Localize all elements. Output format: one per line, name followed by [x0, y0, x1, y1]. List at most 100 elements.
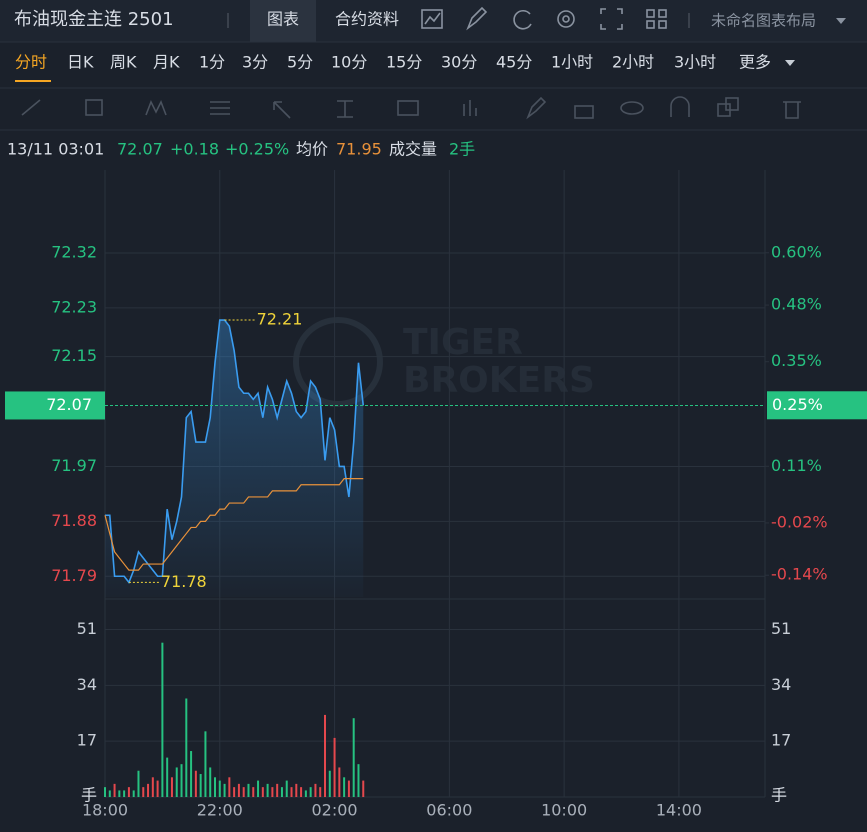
volume-bar: [338, 767, 341, 797]
header-icons[interactable]: [421, 6, 667, 31]
volume-bar: [142, 787, 145, 797]
volume-bar: [266, 783, 269, 797]
period-tab[interactable]: 日K: [67, 53, 94, 72]
icon[interactable]: [513, 9, 532, 30]
volume-bar: [185, 698, 188, 797]
period-underline: [15, 80, 51, 82]
tab[interactable]: 图表: [267, 10, 299, 29]
annotation-label: 71.78: [161, 572, 207, 591]
quote-change: +0.18: [170, 140, 219, 159]
dropdown-arrow[interactable]: [785, 60, 795, 66]
period-tab[interactable]: 45分: [496, 53, 532, 72]
icon[interactable]: [658, 9, 667, 18]
volume-bar: [175, 767, 178, 797]
volume-bar: [104, 787, 106, 797]
volume-bar: [194, 770, 197, 797]
tool-icon[interactable]: [783, 101, 801, 119]
period-tab[interactable]: 15分: [386, 53, 422, 72]
period-tab[interactable]: 分时: [15, 53, 47, 72]
y2-tick-label: 0.48%: [771, 295, 822, 314]
volume-bar: [228, 777, 231, 797]
avg-value: 71.95: [336, 140, 382, 159]
y-tick-label: 72.23: [51, 297, 97, 316]
current-pct-label: 0.25%: [772, 395, 823, 414]
tool-icon[interactable]: [574, 105, 594, 119]
volume-tick-label: 17: [771, 731, 791, 750]
x-tick-label: 22:00: [197, 801, 243, 820]
tool-icon[interactable]: [463, 100, 477, 116]
title: 布油现金主连 2501: [14, 9, 174, 30]
tool-icon[interactable]: [397, 100, 419, 116]
volume-bar: [261, 787, 264, 797]
volume-unit: 手: [771, 786, 787, 805]
y2-tick-label: -0.02%: [771, 512, 828, 531]
dropdown-arrow[interactable]: [836, 18, 846, 24]
tool-icon[interactable]: [210, 101, 230, 115]
volume-bar: [285, 780, 288, 797]
tool-icon[interactable]: [145, 100, 167, 116]
icon[interactable]: [600, 8, 623, 30]
volume-bar: [199, 774, 202, 797]
volume-bar: [280, 787, 283, 797]
volume-bar: [343, 777, 346, 797]
volume-label: 成交量: [389, 140, 437, 159]
icon[interactable]: [466, 6, 488, 31]
more-button[interactable]: 更多: [739, 53, 771, 72]
y-tick-label: 71.79: [51, 566, 97, 585]
drawing-toolbar: [21, 96, 801, 120]
volume-bar: [137, 770, 140, 797]
tab[interactable]: 合约资料: [335, 10, 399, 29]
x-tick-label: 02:00: [312, 801, 358, 820]
period-bar: 分时 日K 周K 月K 1分 3分 5分 10分 15分 30分 45分 1小时 2小时 3小时 更多: [15, 53, 771, 82]
tool-icon[interactable]: [337, 100, 353, 118]
tool-icon[interactable]: [21, 99, 41, 116]
tool-icon[interactable]: [526, 96, 547, 120]
period-tab[interactable]: 10分: [331, 53, 367, 72]
period-tab[interactable]: 周K: [110, 53, 137, 72]
icon[interactable]: [562, 15, 570, 23]
volume-bar: [237, 783, 240, 797]
volume-bar: [295, 783, 298, 797]
icon[interactable]: [557, 10, 575, 28]
tool-icon[interactable]: [620, 101, 644, 115]
y-tick-label: 72.32: [51, 242, 97, 261]
volume-bar: [276, 783, 279, 797]
period-tab[interactable]: 2小时: [612, 53, 654, 72]
icon[interactable]: [658, 20, 667, 29]
period-tab[interactable]: 5分: [287, 53, 313, 72]
period-tab[interactable]: 1分: [199, 53, 225, 72]
y2-tick-label: 0.60%: [771, 242, 822, 261]
icon[interactable]: [646, 20, 655, 29]
volume-bar: [113, 783, 116, 797]
y-tick-label: 71.97: [51, 456, 97, 475]
period-tab[interactable]: 30分: [441, 53, 477, 72]
icon[interactable]: [424, 12, 441, 25]
layout-name[interactable]: 未命名图表布局: [711, 12, 816, 30]
tool-icon[interactable]: [725, 97, 739, 111]
tool-icon[interactable]: [670, 96, 690, 117]
y2-tick-label: -0.14%: [771, 565, 828, 584]
icon[interactable]: [421, 9, 443, 29]
volume-bar: [328, 770, 331, 797]
icon[interactable]: [646, 9, 655, 18]
tool-icon[interactable]: [273, 101, 291, 119]
volume-bar: [290, 787, 293, 797]
tab-active[interactable]: [250, 0, 316, 42]
period-tab[interactable]: 3小时: [674, 53, 716, 72]
volume-bar: [132, 790, 135, 797]
y-tick-label: 72.15: [51, 346, 97, 365]
period-tab[interactable]: 3分: [242, 53, 268, 72]
volume-bar: [223, 783, 226, 797]
avg-label: 均价: [296, 140, 328, 159]
quote-price: 72.07: [117, 140, 163, 159]
period-tab[interactable]: 月K: [153, 53, 180, 72]
avg-line: [104, 478, 364, 571]
volume-unit: 手: [81, 786, 97, 805]
period-tab[interactable]: 1小时: [551, 53, 593, 72]
tool-icon[interactable]: [85, 99, 103, 116]
volume-bar: [190, 751, 193, 797]
